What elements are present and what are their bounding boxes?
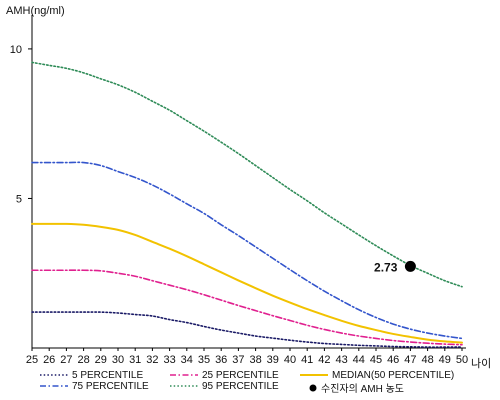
- x-tick-label: 39: [267, 354, 279, 366]
- x-tick-label: 25: [26, 354, 38, 366]
- x-tick-label: 27: [60, 354, 72, 366]
- x-tick-label: 42: [318, 354, 330, 366]
- legend-marker-dot: [309, 384, 317, 392]
- series-line-1: [31, 311, 463, 348]
- axes: AMH(ng/ml) 나이 5 10 25 26 27 28 29 30 31 32 33 34 35 36 3…: [6, 5, 491, 370]
- marker-layer: 2.73: [374, 260, 416, 274]
- x-tick-label: 30: [112, 354, 124, 366]
- x-tick-label: 34: [181, 354, 193, 366]
- x-tick-label: 41: [301, 354, 313, 366]
- x-tick-label: 33: [163, 354, 175, 366]
- x-tick-label: 48: [421, 354, 433, 366]
- legend-label-4: 75 PERCENTILE: [72, 381, 149, 392]
- series-line-2: [31, 269, 463, 346]
- legend-label-5: 95 PERCENTILE: [202, 381, 279, 392]
- legend-label-1: 5 PERCENTILE: [72, 370, 143, 381]
- y-axis-title: AMH(ng/ml): [6, 5, 65, 17]
- y-tick-label: 10: [10, 44, 22, 56]
- legend: 5 PERCENTILE 25 PERCENTILE MEDIAN(50 PERCE…: [40, 370, 454, 395]
- legend-label-3: MEDIAN(50 PERCENTILE): [332, 370, 454, 381]
- x-tick-label: 28: [77, 354, 89, 366]
- x-tick-label: 44: [353, 354, 365, 366]
- x-tick-label: 43: [335, 354, 347, 366]
- x-axis-title: 나이: [471, 357, 491, 370]
- x-tick-label: 29: [95, 354, 107, 366]
- x-tick-label: 50: [456, 354, 468, 366]
- y-tick-label: 5: [16, 193, 22, 205]
- x-tick-label: 38: [249, 354, 261, 366]
- x-tick-label: 31: [129, 354, 141, 366]
- x-tick-label: 40: [284, 354, 296, 366]
- series-line-5: [31, 61, 463, 288]
- series-line-4: [31, 161, 463, 340]
- x-tick-label: 36: [215, 354, 227, 366]
- x-tick-label: 49: [439, 354, 451, 366]
- legend-label-2: 25 PERCENTILE: [202, 370, 279, 381]
- x-tick-label: 32: [146, 354, 158, 366]
- x-tick-label: 37: [232, 354, 244, 366]
- series-layer: [31, 61, 463, 348]
- legend-marker-label: 수진자의 AMH 농도: [321, 383, 404, 395]
- x-tick-label: 45: [370, 354, 382, 366]
- x-tick-label: 35: [198, 354, 210, 366]
- patient-amh-marker: [404, 260, 416, 272]
- x-tick-label: 26: [43, 354, 55, 366]
- series-line-3: [31, 222, 463, 344]
- patient-amh-value-label: 2.73: [374, 260, 398, 274]
- x-tick-label: 47: [404, 354, 416, 366]
- x-tick-label: 46: [387, 354, 399, 366]
